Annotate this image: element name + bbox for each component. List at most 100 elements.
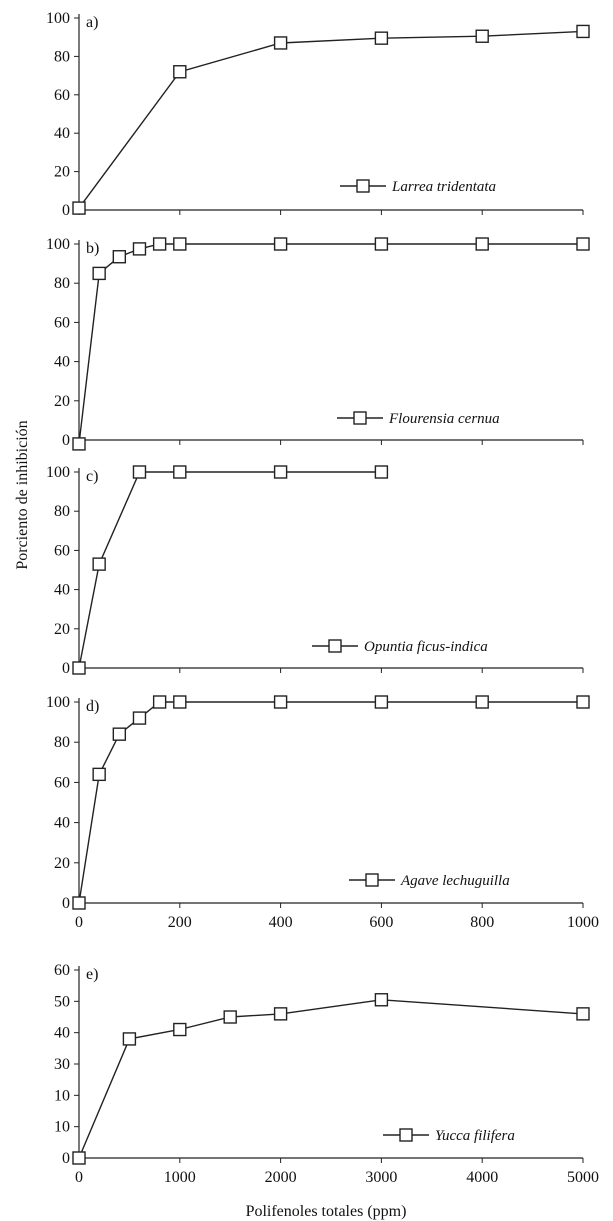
x-axis-title: Polifenoles totales (ppm)	[246, 1203, 407, 1220]
panel-3-y-tick-label: 100	[46, 464, 70, 481]
panel-5-data-point	[72, 1151, 86, 1165]
panel-2-data-point	[576, 237, 590, 251]
panel-3-y-tick-label: 0	[62, 660, 70, 677]
panel-2-legend-marker	[353, 411, 367, 425]
panel-1-data-point	[273, 36, 288, 50]
panel-2-data-point	[112, 250, 127, 264]
panel-3-data-point	[132, 465, 147, 479]
panel-4-y-tick-label: 40	[54, 815, 70, 832]
panel-3-series-line	[78, 471, 382, 669]
panel-2-data-point	[152, 237, 167, 251]
panel-3-y-tick-label: 80	[54, 503, 70, 520]
panel-4-y-tick-label: 20	[54, 855, 70, 872]
panel-4-x-tick-label: 1000	[567, 914, 599, 931]
panel-3-legend-marker	[328, 639, 342, 653]
panel-5-x-tick-label: 0	[75, 1169, 83, 1186]
panel-5-x-tick-label: 4000	[466, 1169, 498, 1186]
panel-2-data-point	[132, 242, 147, 256]
panel-5-x-tick-label: 1000	[164, 1169, 196, 1186]
panel-4-data-point	[576, 695, 590, 709]
panel-1-y-tick-label: 80	[54, 48, 70, 65]
panel-4-y-tick-label: 0	[62, 895, 70, 912]
panel-1-data-point	[475, 29, 489, 43]
panel-2-data-point	[475, 237, 489, 251]
panel-4-data-point	[132, 711, 147, 725]
panel-2-data-point	[374, 237, 389, 251]
panel-4-y-tick-label: 60	[54, 774, 70, 791]
panel-2-data-point	[173, 237, 187, 251]
panel-5-y-tick-label: 60	[54, 962, 70, 979]
panel-2-label: b)	[86, 240, 99, 257]
panel-5-data-point	[122, 1032, 137, 1046]
panel-3-data-point	[92, 557, 106, 571]
panel-3-data-point	[173, 465, 187, 479]
panel-4-x-tick-label: 200	[168, 914, 192, 931]
panel-5-data-point	[374, 993, 389, 1007]
panel-1-series-line	[78, 30, 584, 209]
panel-2-y-tick-label: 100	[46, 236, 70, 253]
panel-4-data-point	[152, 695, 167, 709]
panel-5-data-point	[273, 1007, 288, 1021]
panel-4-data-point	[475, 695, 489, 709]
panel-4-data-point	[173, 695, 187, 709]
panel-5-legend-label: Yucca filifera	[435, 1128, 515, 1144]
panel-5-y-tick-label: 40	[54, 1025, 70, 1042]
panel-5-y-tick-label: 50	[54, 993, 70, 1010]
panel-4-legend-marker	[365, 873, 379, 887]
panel-1-legend-label: Larrea tridentata	[391, 179, 496, 195]
panel-3-y-tick-label: 40	[54, 582, 70, 599]
panel-5-y-tick-label: 30	[54, 1056, 70, 1073]
panel-5-legend-marker	[399, 1128, 413, 1142]
panel-3-y-tick-label: 60	[54, 542, 70, 559]
panel-2-data-point	[273, 237, 288, 251]
panel-4-data-point	[92, 767, 106, 782]
panel-4-series-line	[78, 701, 583, 904]
panel-2-y-tick-label: 40	[54, 354, 70, 371]
panel-2-data-point	[92, 266, 106, 281]
panel-1-data-point	[72, 201, 86, 215]
panel-4-data-point	[374, 695, 389, 709]
panel-1-data-point	[374, 31, 389, 45]
panel-3-data-point	[273, 465, 288, 479]
panel-5-x-tick-label: 5000	[567, 1169, 599, 1186]
panel-1-y-tick-label: 0	[62, 202, 70, 219]
panel-5-data-point	[173, 1022, 187, 1037]
panel-2-y-tick-label: 80	[54, 275, 70, 292]
panel-3-data-point	[374, 465, 389, 479]
panel-1-y-tick-label: 60	[54, 87, 70, 104]
panel-4-y-tick-label: 80	[54, 734, 70, 751]
panel-4-x-tick-label: 0	[75, 914, 83, 931]
panel-5-data-point	[576, 1007, 590, 1021]
panel-4-label: d)	[86, 698, 99, 715]
panel-5-x-tick-label: 3000	[365, 1169, 397, 1186]
panel-3-data-point	[72, 661, 86, 675]
panel-4-data-point	[273, 695, 288, 709]
panel-1-legend-marker	[356, 179, 370, 193]
y-axis-title: Porciento de inhibición	[14, 420, 31, 569]
panel-2-y-tick-label: 60	[54, 314, 70, 331]
panel-5-data-point	[223, 1010, 237, 1024]
panel-2-legend-label: Flourensia cernua	[388, 411, 500, 427]
panel-2-y-tick-label: 20	[54, 393, 70, 410]
panel-3-y-tick-label: 20	[54, 621, 70, 638]
panel-3-legend-label: Opuntia ficus-indica	[364, 639, 488, 655]
panel-1-y-tick-label: 40	[54, 125, 70, 142]
panel-5-y-tick-label: 10	[54, 1087, 70, 1104]
panel-4-x-tick-label: 600	[369, 914, 393, 931]
panel-2-data-point	[72, 437, 86, 451]
panel-5-y-tick-label: 0	[62, 1150, 70, 1167]
panel-1-label: a)	[86, 14, 98, 31]
panel-5-label: e)	[86, 966, 98, 983]
panel-4-legend-label: Agave lechuguilla	[400, 873, 510, 889]
panel-1-y-tick-label: 20	[54, 164, 70, 181]
panel-4-y-tick-label: 100	[46, 694, 70, 711]
panel-5-x-tick-label: 2000	[265, 1169, 297, 1186]
panel-4-x-tick-label: 800	[470, 914, 494, 931]
panel-3-label: c)	[86, 468, 98, 485]
panel-2-series-line	[78, 243, 583, 444]
panel-5-y-tick-label: 10	[54, 1119, 70, 1136]
panel-4-data-point	[72, 896, 86, 910]
panel-1-y-tick-label: 100	[46, 10, 70, 27]
panel-1-data-point	[576, 24, 590, 39]
